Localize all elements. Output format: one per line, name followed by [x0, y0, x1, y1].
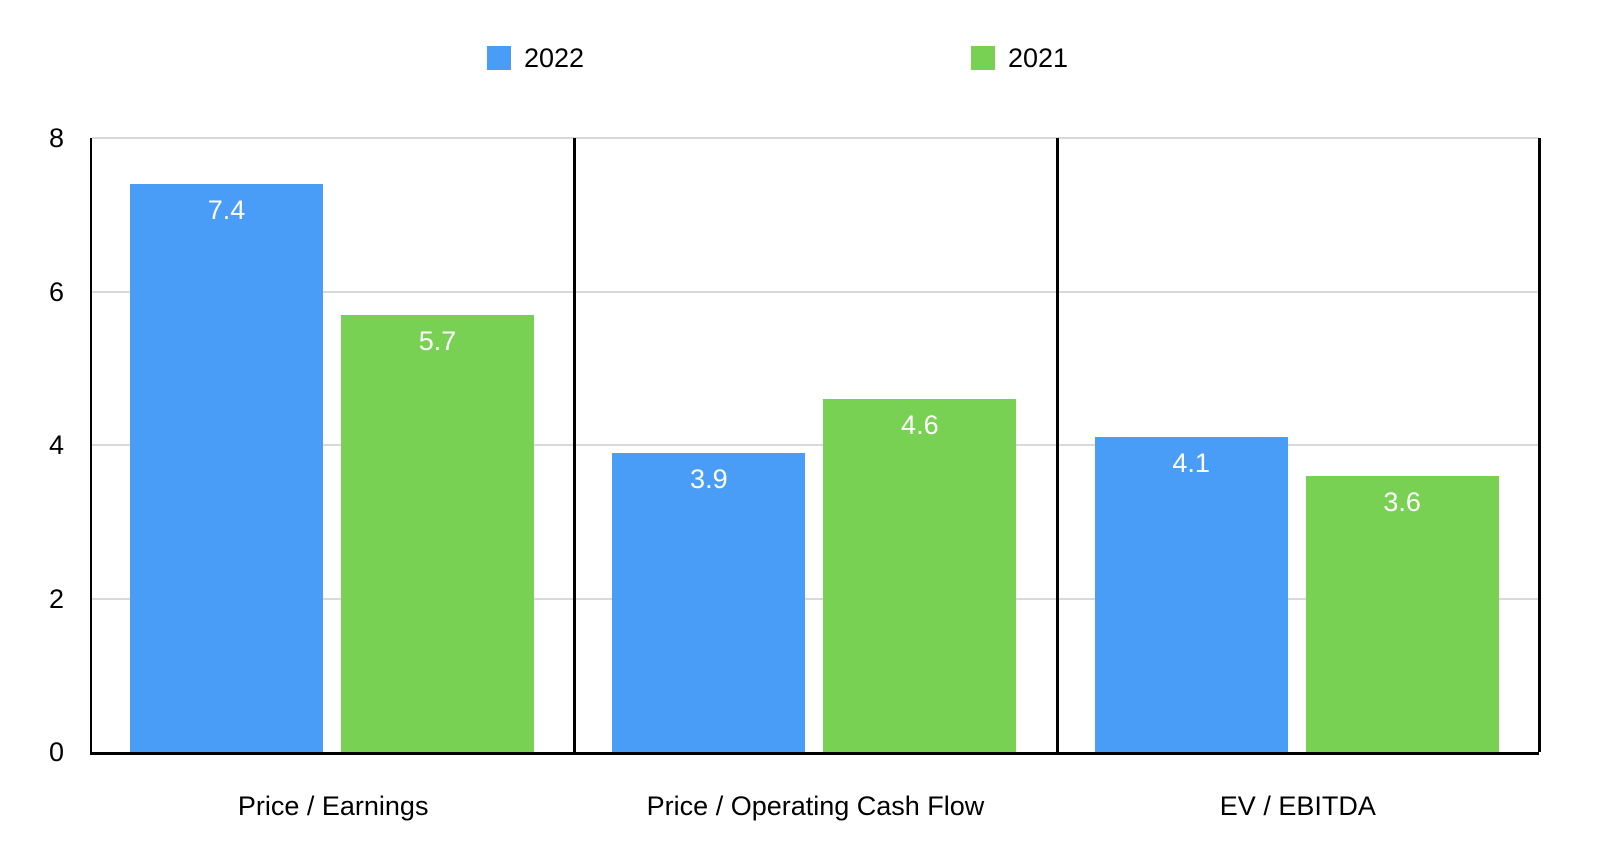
- bar-value-label: 4.1: [1172, 448, 1210, 479]
- chart-right-border: [1538, 138, 1541, 752]
- bar-value-label: 3.9: [690, 463, 728, 494]
- bar-2021-1: 5.7: [341, 314, 534, 752]
- bar-value-label: 7.4: [207, 195, 246, 226]
- gridline-y-4: [92, 444, 1539, 446]
- x-axis-line: [90, 752, 1539, 755]
- y-tick-label: 0: [48, 737, 64, 767]
- bar-value-label: 3.6: [1383, 486, 1421, 517]
- bar-value-label: 4.6: [901, 409, 939, 440]
- legend-swatch-2022: [487, 46, 511, 70]
- legend-label-2021: 2021: [1008, 42, 1069, 73]
- bar-2022-1: 7.4: [130, 184, 323, 752]
- category-label-1: Price / Earnings: [237, 791, 429, 821]
- gridline-y-2: [92, 597, 1539, 600]
- bar-value-label: 5.7: [418, 325, 457, 356]
- bar-2021-3: 3.6: [1305, 475, 1499, 752]
- gridline-y-6: [92, 290, 1539, 293]
- y-tick-label: 2: [48, 583, 64, 614]
- bar-2022-2: 3.9: [612, 452, 806, 752]
- panel-divider-2: [1055, 138, 1059, 752]
- bar-2021-2: 4.6: [823, 398, 1017, 752]
- category-label-3: EV / EBITDA: [1219, 791, 1376, 821]
- y-tick-label: 6: [48, 276, 64, 307]
- panel-divider-1: [573, 138, 577, 752]
- y-tick-label: 8: [48, 123, 64, 153]
- gridline-y-8: [92, 137, 1539, 139]
- legend-swatch-2021: [971, 46, 995, 70]
- legend-label-2022: 2022: [524, 42, 585, 73]
- legend-item-2022: 2022: [487, 42, 585, 73]
- bar-2022-3: 4.1: [1094, 437, 1288, 752]
- y-axis-line: [90, 138, 92, 755]
- legend-item-2021: 2021: [971, 42, 1069, 73]
- y-tick-label: 4: [48, 430, 64, 460]
- category-label-2: Price / Operating Cash Flow: [646, 791, 985, 821]
